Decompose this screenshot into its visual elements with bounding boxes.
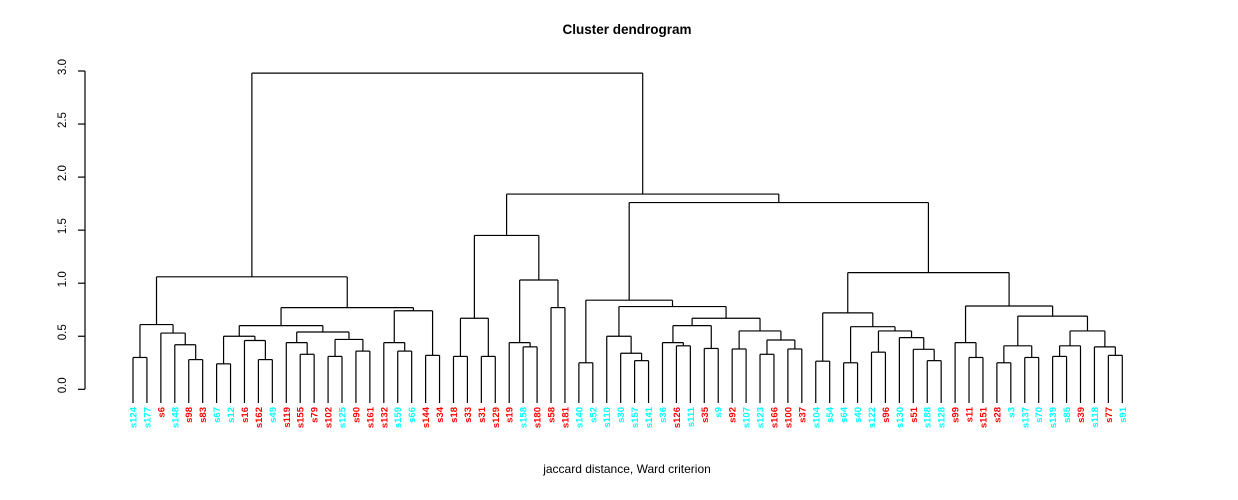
leaf-label: s34 bbox=[435, 406, 446, 423]
leaf-label: s104 bbox=[811, 406, 822, 428]
leaf-label: s35 bbox=[700, 406, 711, 423]
leaf-label: s162 bbox=[254, 407, 265, 428]
leaf-label: s140 bbox=[574, 407, 585, 428]
y-tick-label: 1.5 bbox=[57, 218, 69, 234]
leaf-label: s130 bbox=[895, 407, 906, 428]
x-axis-caption: jaccard distance, Ward criterion bbox=[542, 462, 711, 476]
leaf-label: s155 bbox=[296, 406, 307, 428]
leaf-label: s144 bbox=[421, 406, 432, 428]
leaf-label: s96 bbox=[881, 407, 892, 423]
leaf-label: s124 bbox=[129, 406, 140, 428]
leaf-label: s158 bbox=[519, 407, 530, 428]
leaf-label: s188 bbox=[923, 407, 934, 428]
leaf-label: s85 bbox=[1062, 406, 1073, 423]
y-tick-label: 2.0 bbox=[57, 165, 69, 181]
leaf-label: s102 bbox=[324, 407, 335, 428]
leaf-label: s161 bbox=[365, 406, 376, 428]
leaf-label: s19 bbox=[505, 407, 516, 423]
leaf-label: s70 bbox=[1034, 407, 1045, 423]
leaf-label: s49 bbox=[268, 407, 279, 423]
leaf-label: s111 bbox=[686, 406, 697, 427]
leaf-label: s77 bbox=[1104, 407, 1115, 423]
leaf-label: s79 bbox=[310, 407, 321, 423]
chart-title: Cluster dendrogram bbox=[562, 22, 691, 37]
leaf-label: s3 bbox=[1006, 407, 1017, 418]
leaf-label: s118 bbox=[1090, 407, 1101, 428]
dendrogram-tree bbox=[132, 72, 1123, 403]
leaf-label: s83 bbox=[198, 407, 209, 423]
leaf-label: s18 bbox=[449, 407, 460, 423]
leaf-label: s12 bbox=[226, 407, 237, 423]
leaf-label: s92 bbox=[728, 407, 739, 423]
leaf-label: s177 bbox=[142, 407, 153, 428]
leaf-label: s129 bbox=[491, 407, 502, 428]
leaf-label: s28 bbox=[992, 407, 1003, 423]
leaf-label: s40 bbox=[853, 407, 864, 423]
y-tick-label: 0.0 bbox=[57, 377, 69, 393]
leaf-label: s100 bbox=[783, 407, 794, 428]
leaf-label: s137 bbox=[1020, 407, 1031, 428]
leaf-labels: s124 s177 s6 s148 s98 s83 s67 s12 s16 s162 s49 s119… bbox=[129, 406, 1129, 428]
leaf-label: s110 bbox=[602, 407, 613, 428]
y-tick-label: 2.5 bbox=[57, 112, 69, 128]
leaf-label: s126 bbox=[672, 407, 683, 428]
leaf-label: s51 bbox=[909, 406, 920, 423]
y-tick-label: 3.0 bbox=[57, 59, 69, 75]
leaf-label: s98 bbox=[184, 407, 195, 423]
leaf-label: s107 bbox=[742, 407, 753, 428]
leaf-label: s52 bbox=[588, 407, 599, 423]
leaf-label: s128 bbox=[937, 407, 948, 428]
y-tick-label: 1.0 bbox=[57, 271, 69, 287]
leaf-label: s36 bbox=[658, 407, 669, 423]
leaf-label: s157 bbox=[630, 407, 641, 428]
leaf-label: s181 bbox=[560, 406, 571, 428]
leaf-label: s125 bbox=[338, 406, 349, 428]
leaf-label: s132 bbox=[379, 407, 390, 428]
leaf-label: s123 bbox=[756, 407, 767, 428]
leaf-label: s119 bbox=[282, 407, 293, 428]
leaf-label: s66 bbox=[407, 407, 418, 423]
leaf-label: s90 bbox=[351, 407, 362, 423]
leaf-label: s122 bbox=[867, 407, 878, 428]
leaf-label: s148 bbox=[170, 407, 181, 428]
y-tick-label: 0.5 bbox=[57, 324, 69, 340]
leaf-label: s16 bbox=[240, 407, 251, 423]
leaf-label: s91 bbox=[1118, 406, 1129, 423]
leaf-label: s37 bbox=[797, 407, 808, 423]
leaf-label: s166 bbox=[769, 407, 780, 428]
leaf-label: s141 bbox=[644, 406, 655, 428]
leaf-label: s6 bbox=[156, 407, 167, 418]
y-axis: 0.0 0.5 1.0 1.5 2.0 2.5 3.0 bbox=[57, 59, 86, 393]
leaf-label: s31 bbox=[477, 406, 488, 423]
leaf-label: s9 bbox=[714, 407, 725, 418]
leaf-label: s33 bbox=[463, 407, 474, 423]
leaf-label: s39 bbox=[1076, 407, 1087, 423]
leaf-label: s58 bbox=[547, 407, 558, 423]
leaf-label: s30 bbox=[616, 407, 627, 423]
leaf-label: s11 bbox=[965, 406, 976, 422]
leaf-label: s159 bbox=[393, 407, 404, 428]
leaf-label: s139 bbox=[1048, 407, 1059, 428]
leaf-label: s67 bbox=[212, 407, 223, 423]
leaf-label: s54 bbox=[825, 406, 836, 423]
leaf-label: s180 bbox=[533, 407, 544, 428]
leaf-label: s151 bbox=[978, 406, 989, 428]
leaf-label: s64 bbox=[839, 406, 850, 423]
leaf-label: s99 bbox=[951, 407, 962, 423]
